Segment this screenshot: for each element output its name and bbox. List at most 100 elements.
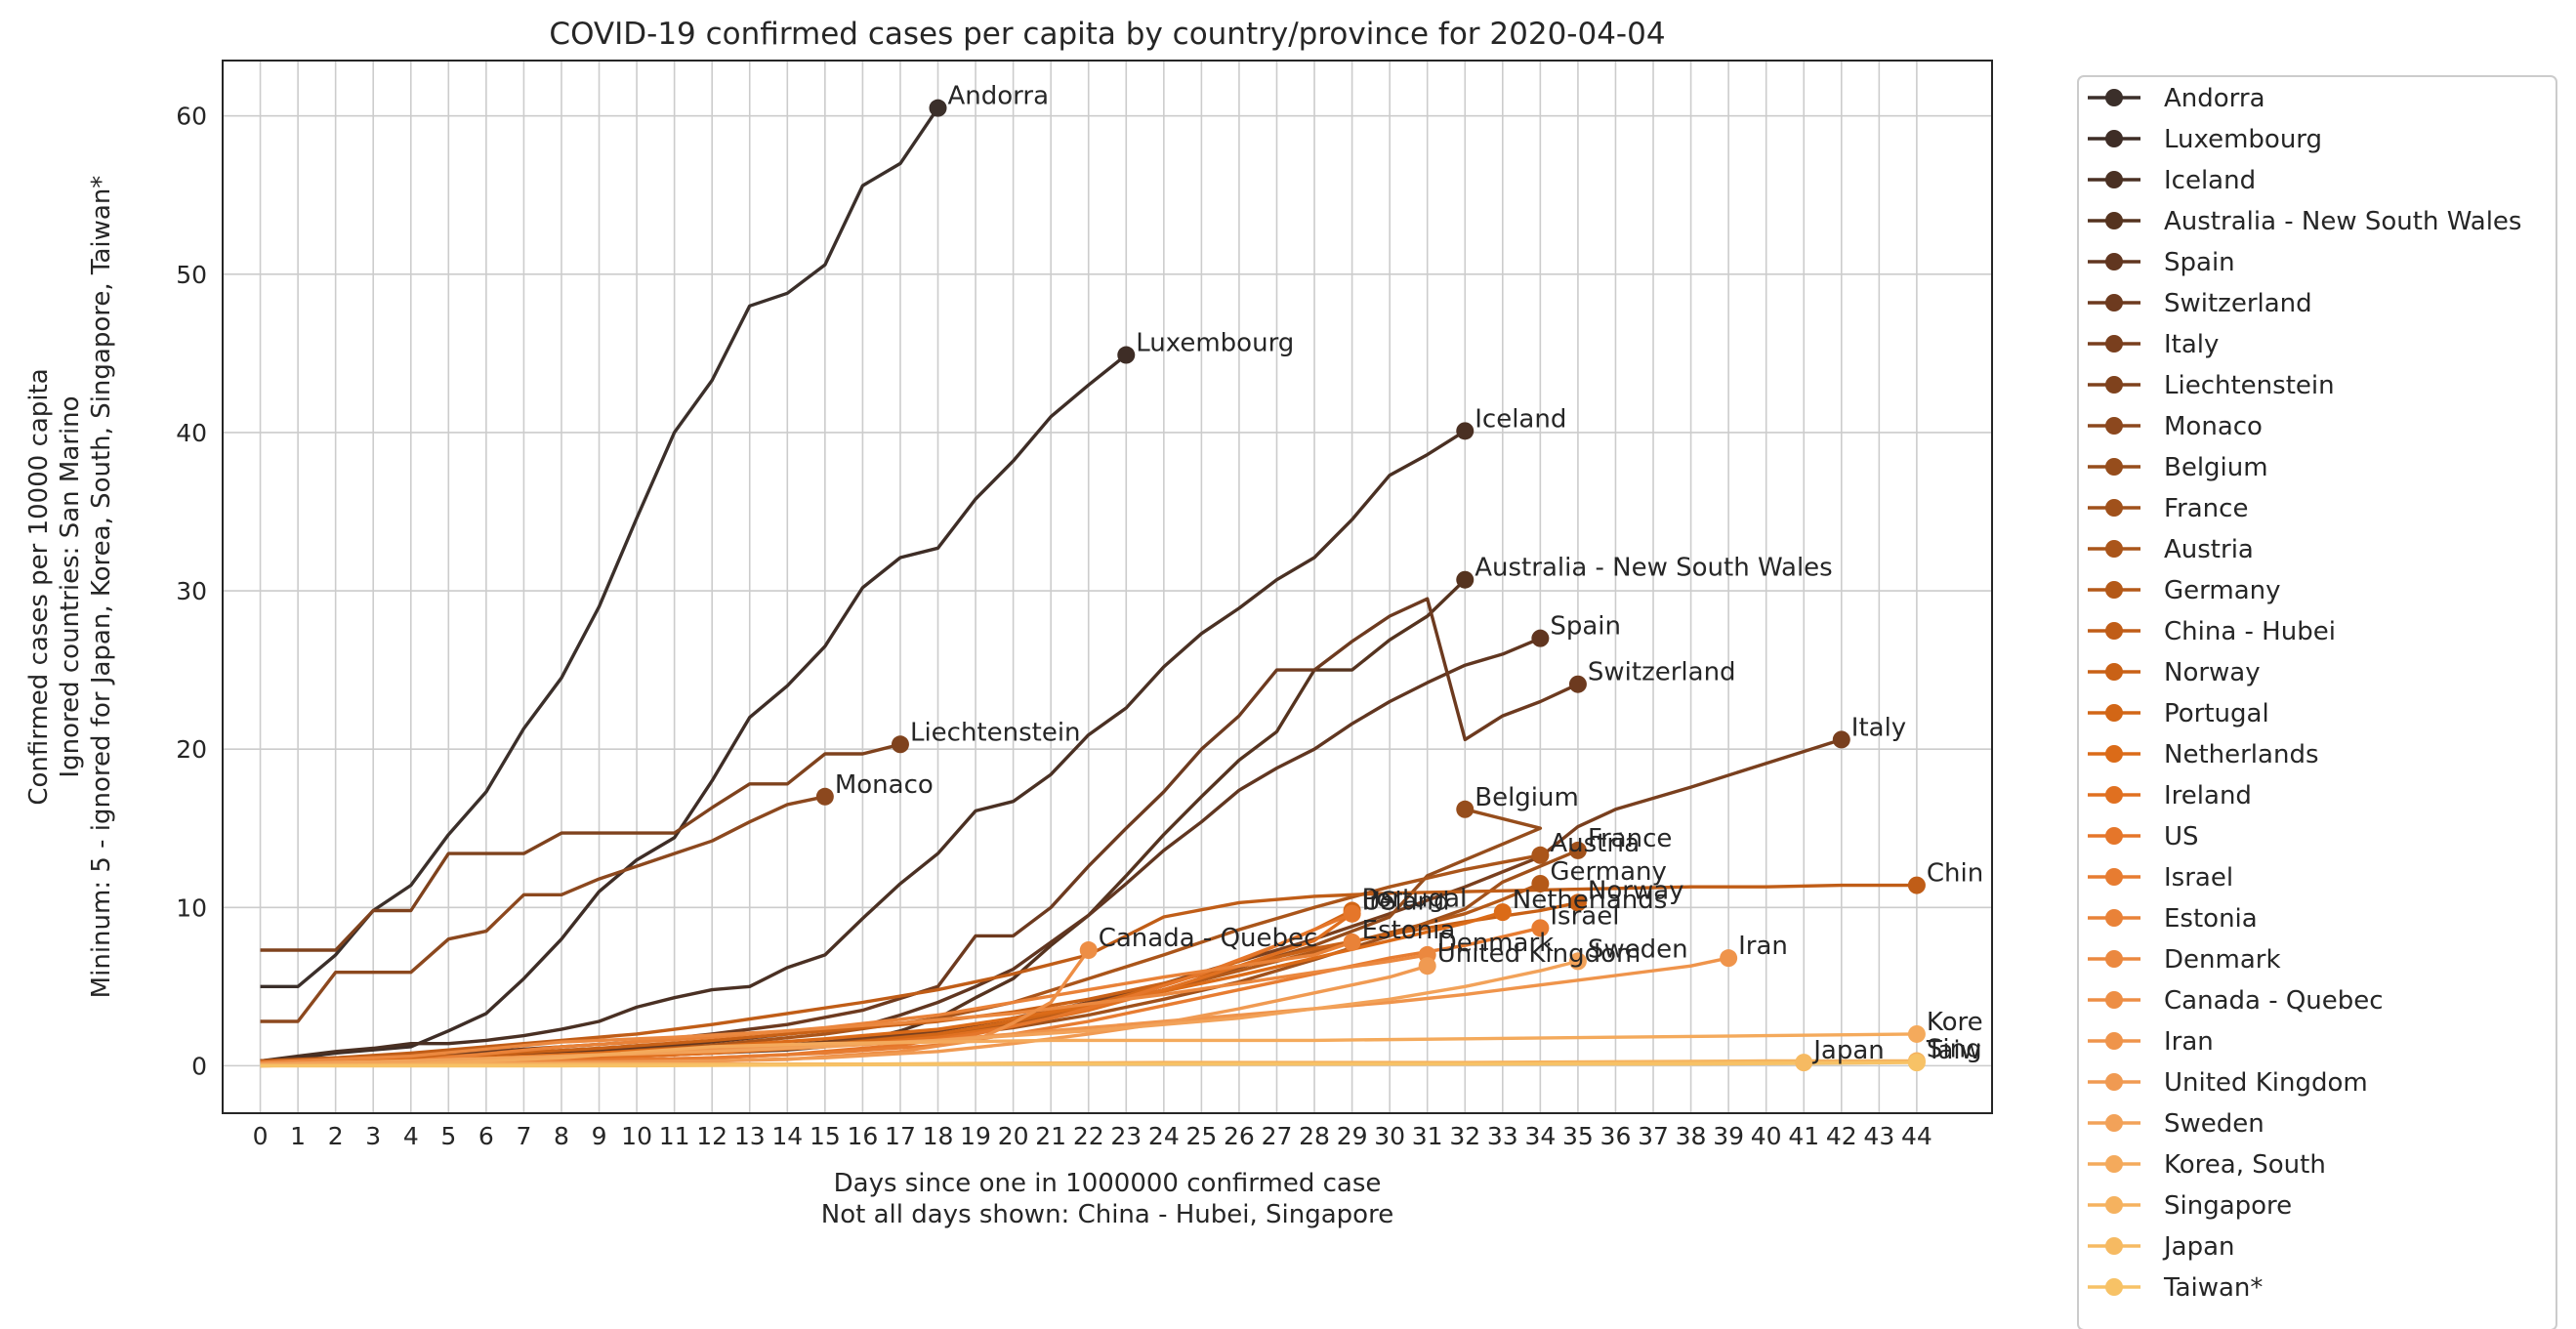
series-end-label: Luxembourg	[1136, 329, 1294, 358]
x-tick-label: 6	[478, 1122, 494, 1150]
series-end-marker	[1079, 941, 1098, 960]
series-end-label: Israel	[1550, 901, 1619, 931]
series-end-label: Denmark	[1437, 929, 1555, 958]
plot-frame	[222, 60, 1993, 1114]
legend-label: Estonia	[2164, 904, 2258, 934]
legend-label: Luxembourg	[2164, 125, 2322, 154]
series-end-label: Portugal	[1362, 885, 1468, 914]
x-axis-label-note: Not all days shown: China - Hubei, Singa…	[821, 1200, 1393, 1229]
grid	[223, 61, 1992, 1113]
legend-swatch-marker	[2105, 704, 2123, 722]
legend-swatch-marker	[2105, 89, 2123, 106]
series-end-label: Ireland	[1362, 888, 1450, 917]
series-end-label: Taiw	[1926, 1036, 1981, 1065]
x-axis-ticks: 0 1 2 3 4 5 6 7 8 9 10 11 12 13 14 15 16 17 18 19 20 21 22 23 24…	[253, 1122, 1932, 1150]
series-end-label: Andorra	[948, 82, 1050, 111]
legend-box	[2077, 75, 2557, 1329]
x-tick-label: 0	[253, 1122, 269, 1150]
series-end-marker	[1343, 933, 1361, 951]
series-end-marker	[1531, 846, 1550, 864]
series-end-label: Germany	[1550, 857, 1667, 887]
legend-label: Canada - Quebec	[2164, 986, 2384, 1016]
end-markers	[815, 99, 1926, 1072]
series-end-label: Netherlands	[1513, 886, 1668, 915]
legend-label: Austria	[2164, 535, 2254, 564]
legend-swatch-marker	[2105, 1114, 2123, 1132]
x-tick-label: 43	[1863, 1122, 1894, 1150]
x-tick-label: 35	[1562, 1122, 1594, 1150]
series-end-marker	[891, 735, 909, 754]
x-tick-label: 12	[696, 1122, 727, 1150]
legend-swatch-marker	[2105, 1155, 2123, 1173]
legend-swatch-marker	[2105, 130, 2123, 147]
end-labels: Andorra Luxembourg Iceland Australia - New …	[835, 82, 1983, 1065]
legend-label: Japan	[2162, 1232, 2235, 1262]
series-end-label: Kore	[1927, 1008, 1983, 1037]
x-tick-label: 29	[1337, 1122, 1368, 1150]
legend-swatch-marker	[2105, 417, 2123, 435]
legend-swatch-marker	[2105, 950, 2123, 968]
x-tick-label: 34	[1524, 1122, 1556, 1150]
legend-label: Belgium	[2164, 453, 2268, 482]
series-end-label: Sweden	[1588, 934, 1688, 964]
series-end-label: Austria	[1550, 829, 1640, 858]
x-tick-label: 16	[847, 1122, 878, 1150]
x-tick-label: 17	[885, 1122, 916, 1150]
series-line	[260, 926, 1541, 1066]
x-tick-label: 31	[1412, 1122, 1443, 1150]
series-line	[260, 1060, 1917, 1068]
legend-swatch-marker	[2105, 458, 2123, 476]
series-end-marker	[1568, 893, 1587, 912]
legend-label: Andorra	[2164, 84, 2265, 113]
x-axis-label: Days since one in 1000000 confirmed case	[834, 1169, 1382, 1198]
series-end-label: Spain	[1550, 612, 1621, 642]
legend-swatch-marker	[2105, 827, 2123, 845]
series-end-marker	[1456, 570, 1475, 589]
x-tick-label: 44	[1901, 1122, 1932, 1150]
x-tick-label: 10	[621, 1122, 652, 1150]
series-end-label: Canada - Quebec	[1099, 924, 1318, 953]
series-end-marker	[1568, 675, 1587, 693]
series-end-label: Estonia	[1362, 916, 1456, 945]
x-tick-label: 42	[1826, 1122, 1857, 1150]
legend-label: Iceland	[2164, 166, 2256, 195]
y-tick-label: 10	[176, 893, 207, 922]
series-end-label: Belgium	[1475, 783, 1579, 812]
legend-swatch-marker	[2105, 663, 2123, 681]
x-tick-label: 21	[1035, 1122, 1066, 1150]
legend-label: Korea, South	[2164, 1150, 2326, 1180]
series-end-marker	[1907, 1024, 1926, 1043]
series-end-marker	[815, 787, 834, 806]
x-tick-label: 20	[998, 1122, 1029, 1150]
legend-label: Netherlands	[2164, 740, 2319, 769]
series-end-marker	[1907, 1054, 1926, 1072]
series-end-marker	[1531, 874, 1550, 893]
x-tick-label: 3	[365, 1122, 381, 1150]
x-tick-label: 18	[923, 1122, 954, 1150]
x-tick-label: 11	[659, 1122, 690, 1150]
series-end-marker	[1456, 422, 1475, 440]
series-line	[260, 953, 1428, 1064]
x-tick-label: 38	[1676, 1122, 1707, 1150]
legend-swatch-marker	[2105, 540, 2123, 558]
legend-swatch-marker	[2105, 1278, 2123, 1296]
y-tick-label: 50	[176, 261, 207, 289]
legend-swatch-marker	[2105, 868, 2123, 886]
x-tick-label: 39	[1713, 1122, 1744, 1150]
x-tick-label: 28	[1299, 1122, 1330, 1150]
x-tick-label: 33	[1487, 1122, 1518, 1150]
legend-label: Norway	[2164, 658, 2261, 687]
legend-swatch-marker	[2105, 253, 2123, 270]
x-tick-label: 7	[516, 1122, 531, 1150]
series-end-marker	[1795, 1054, 1813, 1072]
series-end-label: Italy	[1851, 713, 1906, 742]
legend-label: Taiwan*	[2163, 1273, 2263, 1303]
series-end-label: France	[1588, 824, 1672, 853]
x-tick-label: 15	[810, 1122, 841, 1150]
legend-swatch-marker	[2105, 212, 2123, 229]
series-end-label: Iceland	[1475, 404, 1566, 434]
y-tick-label: 20	[176, 735, 207, 764]
y-tick-label: 0	[191, 1052, 207, 1080]
x-tick-label: 27	[1262, 1122, 1293, 1150]
